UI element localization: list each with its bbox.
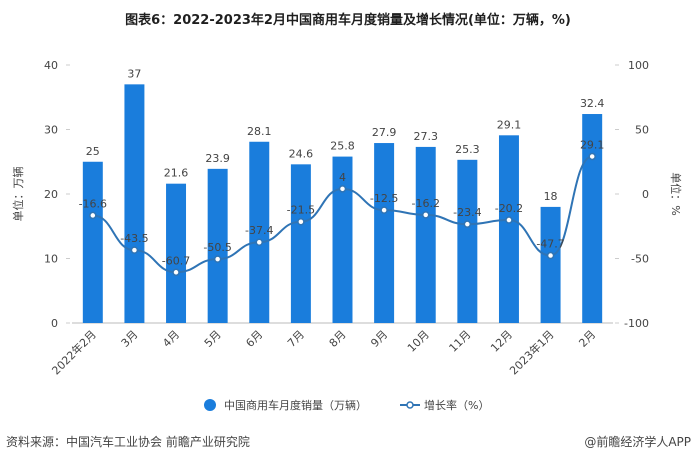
- line-marker: [213, 255, 222, 263]
- bar: [207, 168, 228, 323]
- line-marker: [463, 220, 472, 228]
- y-tick-label: 30: [44, 124, 58, 137]
- bar: [457, 159, 478, 323]
- line-value-label: -43.5: [120, 232, 148, 245]
- bar-value-label: 37: [127, 67, 141, 80]
- line-marker: [89, 211, 97, 220]
- line-marker: [380, 206, 388, 214]
- y2-tick-label: 0: [642, 188, 649, 201]
- bar-value-label: 25.3: [455, 143, 480, 156]
- line-value-label: -37.4: [245, 224, 273, 237]
- bar: [332, 156, 353, 323]
- x-tick-label: 11月: [447, 328, 474, 355]
- bar: [498, 135, 519, 323]
- line-marker: [421, 211, 430, 219]
- y-tick-label: 20: [44, 188, 58, 201]
- x-tick-label: 12月: [488, 328, 515, 355]
- line-value-label: -21.5: [287, 204, 315, 217]
- line-value-label: -23.4: [453, 206, 481, 219]
- credit: @前瞻经济学人APP: [584, 434, 691, 449]
- x-tick-label: 2022年2月: [49, 327, 99, 377]
- x-tick-label: 2月: [576, 328, 598, 350]
- bar-value-label: 24.6: [289, 147, 314, 160]
- line-value-label: -12.5: [370, 192, 398, 205]
- bar: [415, 146, 436, 323]
- bar: [166, 183, 187, 323]
- line-value-label: 29.1: [580, 138, 605, 151]
- line-marker: [546, 251, 555, 260]
- line-marker: [588, 152, 596, 161]
- legend-marker: [204, 399, 216, 411]
- bar-value-label: 25: [86, 145, 100, 158]
- line-value-label: -16.2: [411, 197, 439, 210]
- x-tick-label: 5月: [202, 328, 224, 350]
- y-tick-label: 40: [44, 59, 58, 72]
- line-marker: [130, 246, 139, 254]
- legend-label: 中国商用车月度销量（万辆）: [224, 398, 367, 412]
- line-value-label: 4: [339, 171, 346, 184]
- line-value-label: -60.7: [162, 254, 190, 267]
- source: 资料来源：中国汽车工业协会 前瞻产业研究院: [6, 434, 250, 449]
- bar-value-label: 29.1: [497, 118, 522, 131]
- x-tick-label: 4月: [160, 328, 182, 350]
- line-marker: [255, 238, 264, 246]
- x-tick-label: 6月: [243, 328, 265, 350]
- line-value-label: -50.5: [203, 241, 231, 254]
- y2-tick-label: -50: [631, 253, 649, 266]
- line-marker: [172, 268, 180, 277]
- line-marker: [297, 217, 305, 226]
- line-marker: [505, 216, 513, 224]
- x-tick-label: 7月: [285, 328, 307, 350]
- y2-tick-label: 100: [628, 59, 649, 72]
- line-marker: [338, 185, 347, 193]
- legend-marker: [406, 401, 414, 409]
- x-tick-label: 8月: [327, 328, 349, 350]
- bar-value-label: 32.4: [580, 97, 605, 110]
- bar: [582, 114, 603, 324]
- x-tick-label: 3月: [119, 328, 141, 350]
- bar: [540, 206, 561, 323]
- bar-value-label: 18: [544, 190, 558, 203]
- bar-value-label: 27.3: [413, 130, 438, 143]
- bar-value-label: 27.9: [372, 126, 397, 139]
- bar: [374, 143, 395, 323]
- bar-value-label: 21.6: [164, 167, 189, 180]
- bar-value-label: 28.1: [247, 125, 272, 138]
- x-tick-label: 2023年1月: [506, 327, 556, 377]
- y-tick-label: 0: [51, 317, 58, 330]
- bar-value-label: 23.9: [205, 152, 230, 165]
- bar: [290, 164, 311, 323]
- bar: [82, 161, 103, 323]
- y2-tick-label: -100: [624, 317, 649, 330]
- bar-value-label: 25.8: [330, 140, 355, 153]
- line-value-label: -20.2: [495, 202, 523, 215]
- line-value-label: -47.7: [536, 238, 564, 251]
- legend-label: 增长率（%）: [424, 398, 489, 412]
- line-value-label: -16.6: [79, 197, 107, 210]
- bar: [249, 141, 270, 323]
- y-tick-label: 10: [44, 253, 58, 266]
- x-tick-label: 9月: [368, 328, 390, 350]
- y-axis-label: 单位：万辆: [11, 167, 25, 222]
- y2-axis-label: 单位：%: [669, 172, 683, 215]
- x-tick-label: 10月: [405, 328, 432, 355]
- y2-tick-label: 50: [635, 124, 649, 137]
- bar: [124, 84, 145, 323]
- chart-title: 图表6：2022-2023年2月中国商用车月度销量及增长情况(单位：万辆，%): [125, 12, 571, 28]
